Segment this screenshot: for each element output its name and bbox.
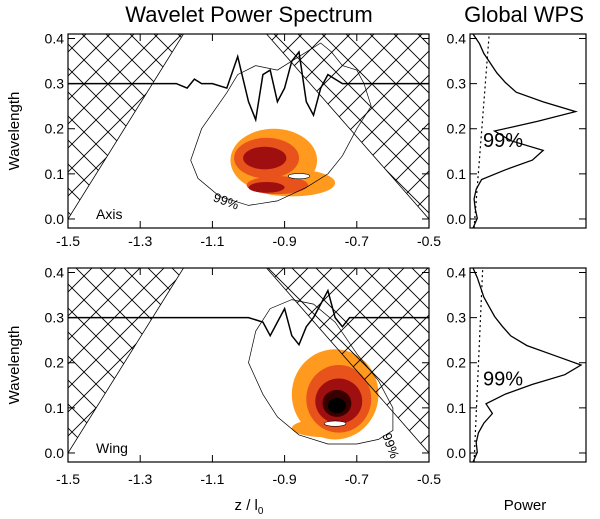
wing-y-tick-label: 0.2 (45, 355, 65, 371)
axis-panel: -1.5 -1.3 -1.1 -0.9 -0.7 -0.5 0.0 0.1 0.2 0.3 0.4 A… (45, 31, 442, 249)
wing-y-tick-label: 0.3 (45, 310, 65, 326)
axis-global-panel: 0.0 0.1 0.2 0.3 0.4 99% (447, 31, 587, 229)
axis-panel-label: Axis (96, 206, 122, 222)
wing-signal-line (68, 288, 429, 347)
axis-y-tick-label: 0.2 (45, 121, 65, 137)
global-title: Global WPS (464, 2, 584, 27)
axis-contour-minimum (287, 173, 311, 180)
x-axis-label-main: z / l (235, 497, 258, 514)
wing-global-panel: 0.0 0.1 0.2 0.3 0.4 99% (447, 265, 587, 463)
wing-x-tick-label: -0.7 (345, 471, 369, 487)
wing-contour-level-5 (327, 397, 346, 414)
wing-y-tick-label: 0.0 (45, 445, 65, 461)
axis-cone-of-influence-left (68, 34, 184, 220)
wing-frame (67, 267, 430, 463)
axis-contour-level-3 (243, 146, 287, 170)
wing-x-tick-label: -1.1 (200, 471, 224, 487)
axis-global-y-tick-label: 0.2 (447, 121, 467, 137)
wing-panel-label: Wing (96, 440, 128, 456)
axis-y-tick-label: 0.1 (45, 166, 65, 182)
y-axis-label-wing: Wavelength (6, 326, 23, 405)
wing-y-tick-label: 0.4 (45, 265, 65, 281)
wing-global-y-tick-label: 0.3 (447, 310, 467, 326)
wing-panel: -1.5 -1.3 -1.1 -0.9 -0.7 -0.5 0.0 0.1 0.2 0.3 0.4 W… (45, 265, 442, 487)
axis-x-tick-label: -0.7 (345, 233, 369, 249)
x-axis-label: z / l0 (235, 497, 264, 517)
axis-global-significance-label: 99% (483, 130, 523, 152)
wing-x-tick-label: -0.9 (273, 471, 297, 487)
wing-cone-of-influence-left (68, 268, 184, 454)
axis-global-y-tick-label: 0.3 (447, 76, 467, 92)
axis-global-y-tick-label: 0.0 (447, 211, 467, 227)
wing-cone-of-influence-right (266, 268, 429, 454)
axis-y-tick-label: 0.3 (45, 76, 65, 92)
axis-global-power-curve (472, 33, 579, 229)
wing-contour-minimum (324, 420, 347, 427)
y-axis-label-axis: Wavelength (6, 92, 23, 171)
axis-cone-of-influence-right (266, 34, 429, 220)
main-title: Wavelet Power Spectrum (125, 2, 372, 27)
axis-x-tick-label: -1.5 (56, 233, 80, 249)
axis-global-frame (469, 33, 587, 229)
wing-global-y-tick-label: 0.4 (447, 265, 467, 281)
wing-global-significance-line (473, 267, 484, 463)
axis-x-tick-label: -1.1 (200, 233, 224, 249)
axis-signal-line (68, 50, 429, 123)
global-x-axis-label: Power (504, 497, 547, 514)
wing-global-power-curve (472, 267, 583, 463)
axis-x-tick-label: -0.5 (417, 233, 441, 249)
wing-significance-label: 99% (379, 431, 402, 461)
x-axis-label-sub: 0 (258, 506, 264, 517)
axis-global-y-tick-label: 0.4 (447, 31, 467, 47)
axis-frame (67, 33, 430, 229)
wing-y-tick-label: 0.1 (45, 400, 65, 416)
wing-global-y-tick-label: 0.1 (447, 400, 467, 416)
wing-global-significance-label: 99% (483, 368, 523, 390)
wing-x-tick-label: -1.3 (128, 471, 152, 487)
wing-global-y-tick-label: 0.2 (447, 355, 467, 371)
axis-plot-area (68, 34, 429, 220)
axis-y-tick-label: 0.4 (45, 31, 65, 47)
wing-plot-area (68, 268, 429, 454)
axis-global-y-tick-label: 0.1 (447, 166, 467, 182)
wing-global-frame (469, 267, 587, 463)
axis-x-tick-label: -1.3 (128, 233, 152, 249)
axis-significance-label: 99% (211, 190, 241, 213)
wing-x-tick-label: -0.5 (417, 471, 441, 487)
wing-global-y-tick-label: 0.0 (447, 445, 467, 461)
axis-contour-level-3 (248, 181, 285, 193)
wing-x-tick-label: -1.5 (56, 471, 80, 487)
axis-x-tick-label: -0.9 (273, 233, 297, 249)
axis-y-tick-label: 0.0 (45, 211, 65, 227)
